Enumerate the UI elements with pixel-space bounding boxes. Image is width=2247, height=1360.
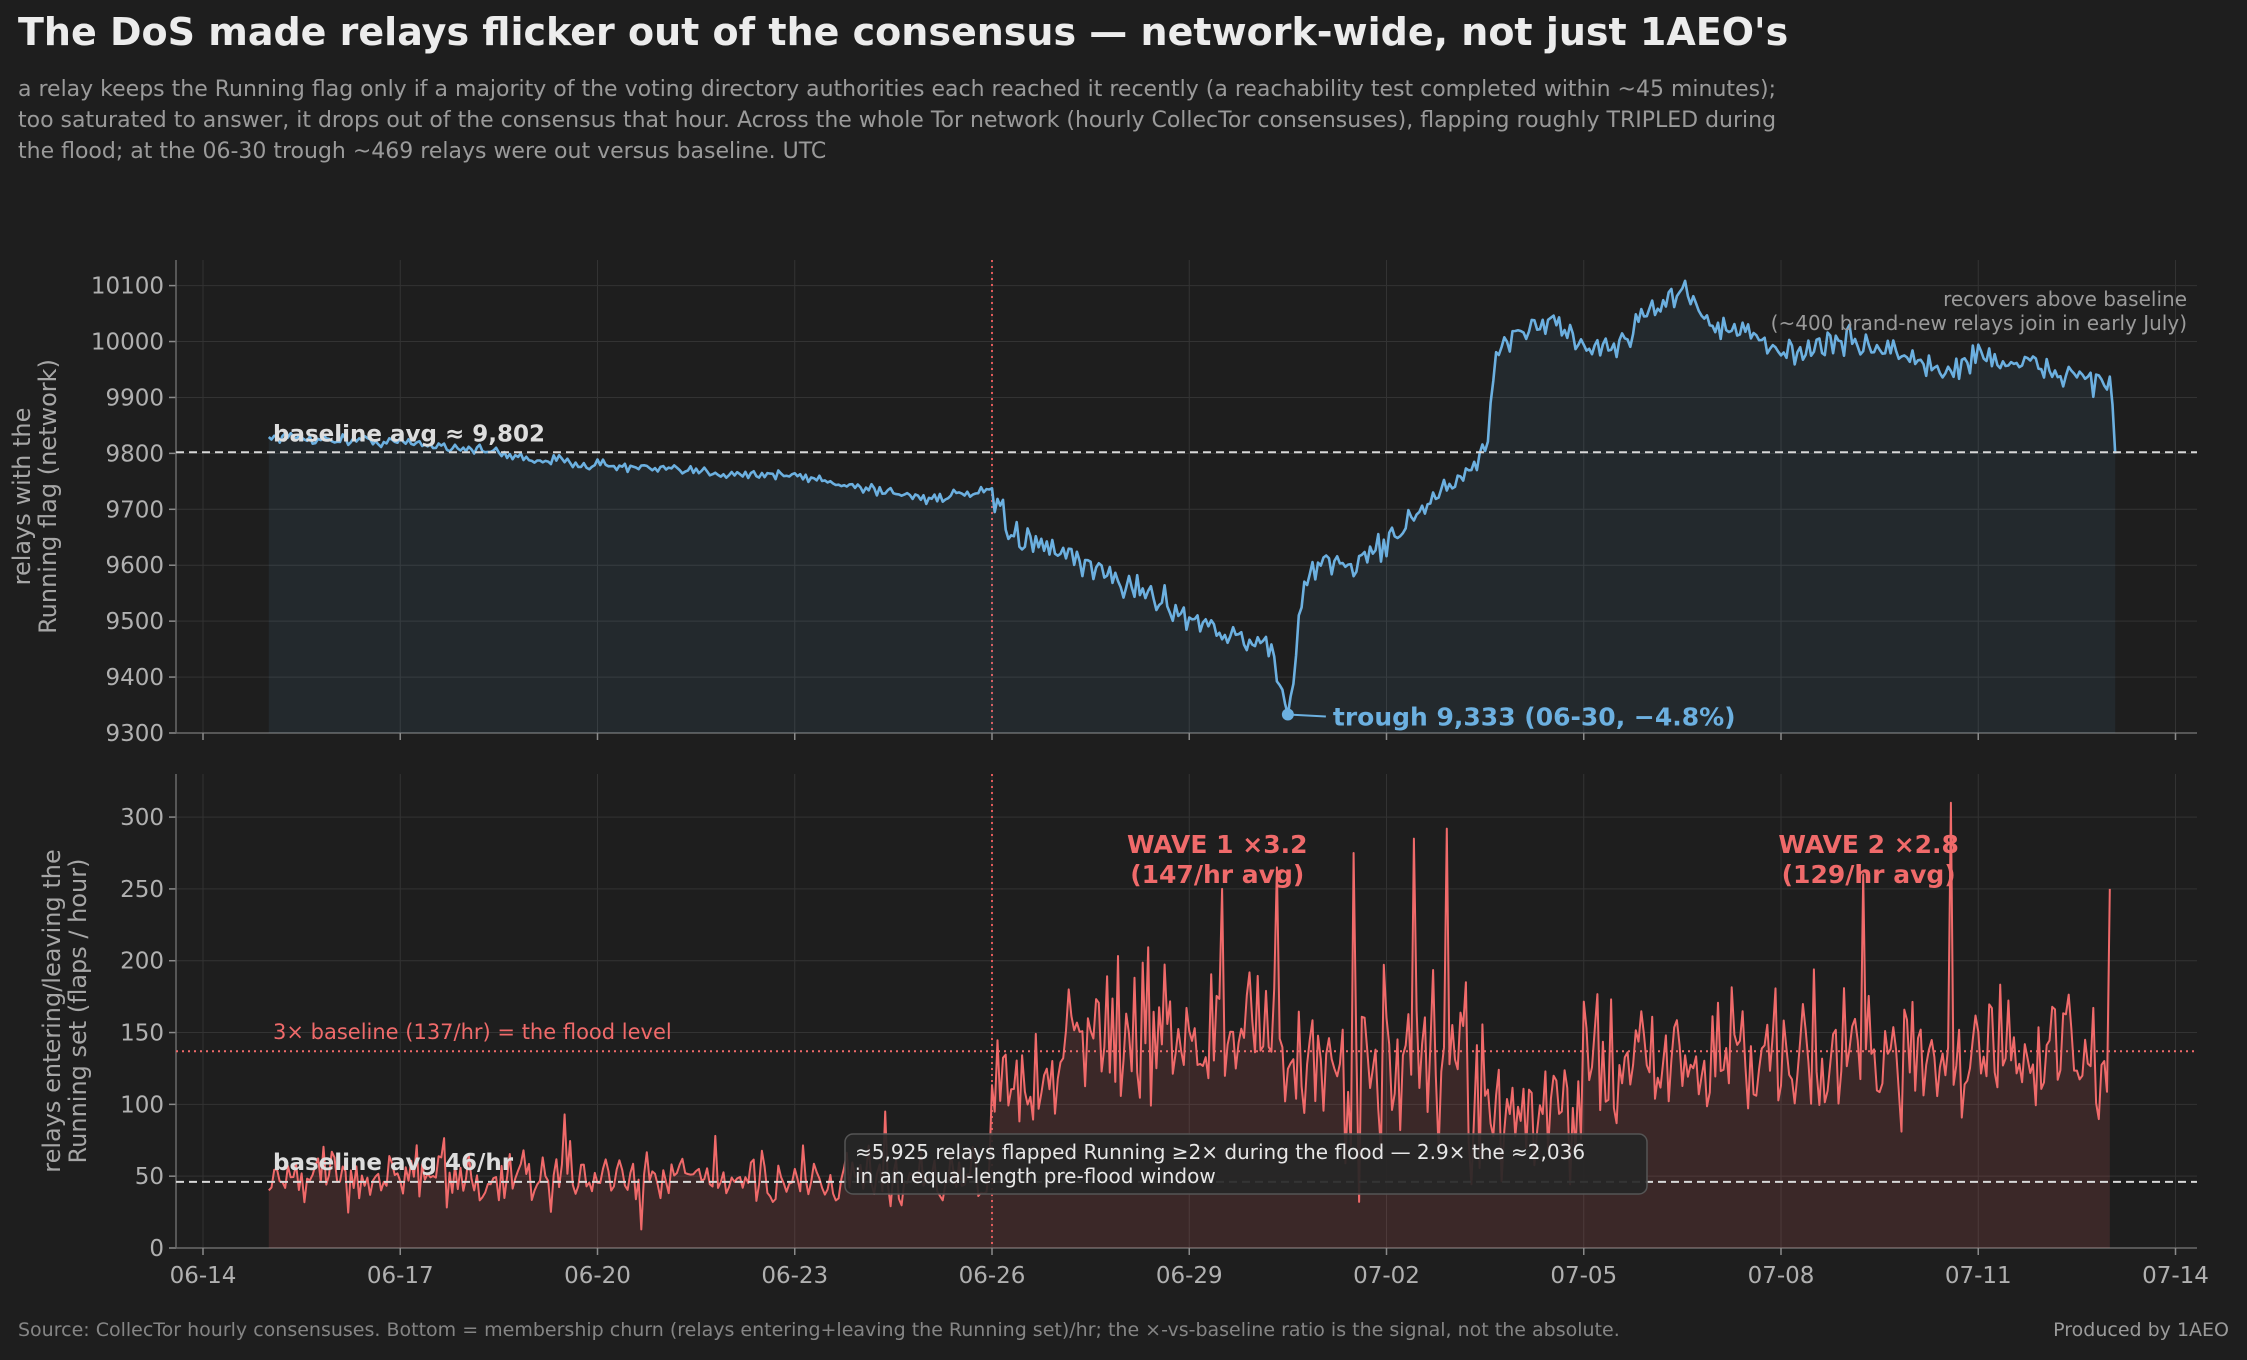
running-area — [268, 280, 2116, 733]
x-tick-label: 06-14 — [170, 1263, 237, 1289]
x-tick-label: 06-17 — [367, 1263, 434, 1289]
recovery-annotation: (~400 brand-new relays join in early Jul… — [1771, 311, 2187, 335]
bottom-y-axis-label: relays entering/leaving the — [38, 849, 66, 1173]
top-baseline-label: baseline avg ≈ 9,802 — [273, 421, 545, 447]
wave-label: WAVE 1 ×3.2 — [1127, 830, 1308, 859]
flaps-area — [268, 802, 2110, 1248]
bottom-baseline-label: baseline avg 46/hr — [273, 1150, 514, 1176]
bottom-y-axis-label: Running set (flaps / hour) — [64, 859, 92, 1164]
bottom-ytick-label: 100 — [120, 1092, 164, 1118]
top-ytick-label: 9900 — [105, 385, 164, 411]
top-ytick-label: 9400 — [105, 665, 164, 691]
credit-note: Produced by 1AEO — [2053, 1319, 2229, 1341]
x-tick-label: 06-23 — [761, 1263, 828, 1289]
flaps-series-line — [268, 801, 2111, 1231]
subtitle-line: the flood; at the 06-30 trough ~469 rela… — [18, 139, 827, 164]
wave-label: (129/hr avg) — [1782, 860, 1956, 889]
callout-box — [844, 1133, 1648, 1195]
x-tick-label: 06-20 — [564, 1263, 631, 1289]
x-tick-label: 07-02 — [1353, 1263, 1420, 1289]
bottom-ytick-label: 300 — [120, 805, 164, 831]
bottom-ytick-label: 150 — [120, 1021, 164, 1047]
x-tick-label: 06-26 — [959, 1263, 1026, 1289]
recovery-annotation: recovers above baseline — [1943, 287, 2187, 311]
top-y-axis-label: Running flag (network) — [34, 359, 62, 634]
x-tick-label: 07-08 — [1748, 1263, 1815, 1289]
trough-label: trough 9,333 (06-30, −4.8%) — [1333, 703, 1736, 732]
source-note: Source: CollecTor hourly consensuses. Bo… — [18, 1319, 1620, 1341]
top-ytick-label: 9600 — [105, 553, 164, 579]
trough-leader — [1287, 713, 1326, 718]
callout-text: ≈5,925 relays flapped Running ≥2× during… — [855, 1140, 1585, 1164]
top-ytick-label: 9700 — [105, 497, 164, 523]
flood-level-label: 3× baseline (137/hr) = the flood level — [273, 1020, 672, 1044]
top-ytick-label: 10100 — [91, 274, 164, 300]
x-tick-label: 07-14 — [2142, 1263, 2209, 1289]
running-series-line — [267, 279, 2117, 716]
callout-text: in an equal-length pre-flood window — [855, 1164, 1216, 1188]
bottom-ytick-label: 50 — [135, 1164, 164, 1190]
subtitle-line: too saturated to answer, it drops out of… — [18, 108, 1777, 133]
wave-label: (147/hr avg) — [1130, 860, 1304, 889]
wave-label: WAVE 2 ×2.8 — [1778, 830, 1959, 859]
top-ytick-label: 10000 — [91, 330, 164, 356]
bottom-ytick-label: 200 — [120, 949, 164, 975]
x-tick-label: 07-05 — [1550, 1263, 1617, 1289]
x-tick-label: 07-11 — [1945, 1263, 2012, 1289]
top-ytick-label: 9300 — [105, 721, 164, 747]
subtitle-line: a relay keeps the Running flag only if a… — [18, 77, 1777, 102]
chart-subtitle: a relay keeps the Running flag only if a… — [18, 74, 1918, 167]
chart-title: The DoS made relays flicker out of the c… — [18, 10, 1789, 54]
x-tick-label: 06-29 — [1156, 1263, 1223, 1289]
top-ytick-label: 9500 — [105, 609, 164, 635]
top-ytick-label: 9800 — [105, 441, 164, 467]
top-y-axis-label: relays with the — [8, 408, 36, 586]
bottom-ytick-label: 0 — [149, 1236, 164, 1262]
bottom-ytick-label: 250 — [120, 877, 164, 903]
